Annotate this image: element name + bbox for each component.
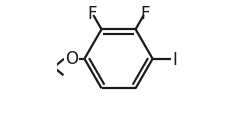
Text: F: F bbox=[87, 5, 96, 23]
Text: O: O bbox=[64, 49, 77, 67]
Text: F: F bbox=[140, 5, 149, 23]
Text: I: I bbox=[172, 50, 176, 68]
